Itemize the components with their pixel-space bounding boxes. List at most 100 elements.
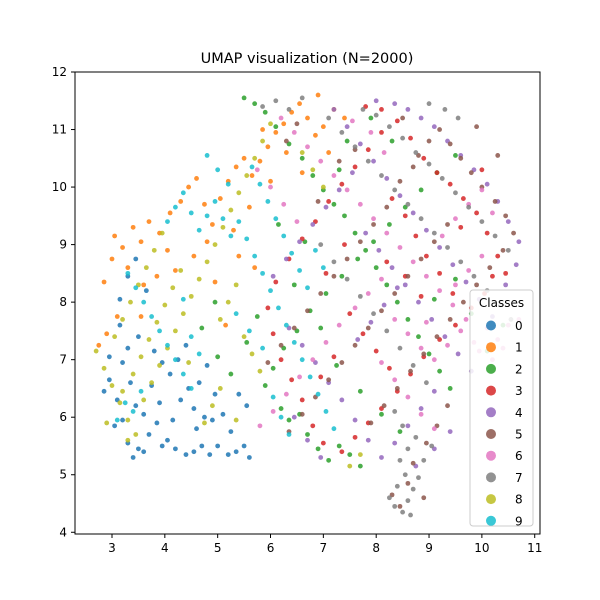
- point-class-6-52: [368, 130, 374, 135]
- point-class-8-0: [93, 348, 99, 354]
- point-class-8-33: [154, 319, 160, 325]
- point-class-9-37: [265, 199, 271, 204]
- point-class-5-58: [336, 158, 342, 164]
- point-class-5-1: [426, 138, 432, 144]
- point-class-0-24: [178, 397, 184, 403]
- point-class-3-25: [299, 397, 305, 403]
- point-class-2-17: [426, 351, 432, 357]
- point-class-2-60: [379, 411, 384, 417]
- point-class-0-12: [159, 443, 165, 449]
- point-class-9-3: [188, 210, 194, 216]
- point-class-1-48: [223, 322, 229, 328]
- point-class-4-43: [431, 388, 437, 394]
- points-layer: [93, 92, 522, 518]
- point-class-2-61: [397, 429, 403, 434]
- point-class-9-53: [188, 334, 194, 340]
- point-class-4-32: [283, 256, 289, 262]
- point-class-2-50: [389, 138, 395, 144]
- chart-title: UMAP visualization (N=2000): [201, 51, 414, 67]
- point-class-5-21: [384, 204, 390, 210]
- point-class-2-47: [212, 299, 218, 305]
- point-class-3-43: [437, 270, 442, 276]
- point-class-7-20: [397, 457, 403, 463]
- point-class-1-38: [109, 256, 115, 262]
- point-class-2-34: [323, 291, 329, 296]
- point-class-0-23: [246, 455, 252, 460]
- point-class-7-22: [413, 434, 419, 440]
- point-class-4-28: [336, 187, 342, 193]
- point-class-7-21: [405, 446, 411, 452]
- point-class-3-24: [310, 423, 316, 429]
- point-class-9-35: [249, 164, 255, 170]
- point-class-4-33: [270, 273, 276, 279]
- point-class-8-50: [320, 184, 326, 190]
- point-class-6-5: [418, 345, 424, 351]
- legend-marker-1: [486, 342, 496, 353]
- point-class-4-8: [437, 245, 442, 250]
- point-class-6-56: [281, 201, 287, 207]
- point-class-4-30: [310, 222, 316, 227]
- point-class-1-28: [283, 150, 289, 155]
- legend-label-8: 8: [515, 493, 523, 507]
- point-class-8-32: [146, 337, 152, 342]
- point-class-1-20: [281, 121, 287, 127]
- point-class-0-5: [133, 403, 139, 409]
- point-class-9-9: [236, 219, 242, 224]
- point-class-7-0: [326, 115, 332, 121]
- point-class-2-0: [241, 95, 247, 101]
- point-class-5-2: [437, 127, 442, 132]
- point-class-9-23: [133, 285, 139, 291]
- point-class-5-34: [431, 239, 437, 245]
- point-class-8-34: [162, 302, 168, 308]
- point-class-9-5: [204, 213, 210, 219]
- point-class-5-27: [305, 308, 310, 314]
- point-class-6-19: [437, 288, 442, 294]
- point-class-9-12: [260, 270, 265, 276]
- point-class-4-58: [394, 285, 400, 291]
- point-class-0-14: [173, 446, 178, 452]
- point-class-0-43: [194, 426, 199, 432]
- point-class-9-16: [291, 340, 297, 345]
- point-class-3-26: [289, 377, 295, 383]
- point-class-0-20: [225, 452, 231, 457]
- point-class-5-11: [487, 265, 493, 271]
- point-class-0-26: [191, 406, 197, 411]
- point-class-9-41: [297, 268, 302, 273]
- point-class-7-35: [413, 150, 419, 155]
- legend-label-5: 5: [515, 428, 523, 442]
- point-class-2-59: [357, 388, 363, 394]
- point-class-7-9: [445, 245, 450, 250]
- point-class-5-15: [434, 334, 440, 340]
- point-class-0-3: [120, 360, 125, 365]
- point-class-3-46: [360, 331, 366, 337]
- point-class-3-36: [352, 164, 358, 170]
- legend-marker-2: [486, 363, 496, 374]
- point-class-6-2: [379, 276, 384, 282]
- point-class-2-15: [405, 317, 411, 322]
- point-class-9-26: [157, 328, 162, 334]
- point-class-5-41: [339, 360, 345, 365]
- point-class-9-46: [270, 394, 276, 400]
- point-class-7-17: [405, 498, 411, 504]
- point-class-4-31: [297, 239, 302, 245]
- point-class-3-50: [318, 374, 324, 380]
- point-class-3-47: [373, 348, 379, 354]
- point-class-0-17: [199, 443, 205, 449]
- point-class-1-51: [315, 92, 321, 98]
- point-class-0-32: [157, 400, 162, 406]
- point-class-3-14: [453, 322, 458, 328]
- point-class-9-10: [244, 236, 250, 242]
- point-class-5-48: [405, 480, 411, 486]
- point-class-7-16: [400, 509, 406, 515]
- point-class-0-50: [236, 391, 242, 397]
- point-class-3-48: [387, 365, 392, 371]
- point-class-0-27: [196, 380, 202, 386]
- point-class-5-38: [379, 308, 384, 314]
- point-class-6-33: [323, 340, 329, 345]
- point-class-5-53: [421, 495, 427, 501]
- point-class-2-57: [318, 325, 324, 331]
- point-class-1-17: [257, 158, 263, 164]
- point-class-8-14: [196, 276, 202, 282]
- point-class-4-38: [416, 299, 421, 305]
